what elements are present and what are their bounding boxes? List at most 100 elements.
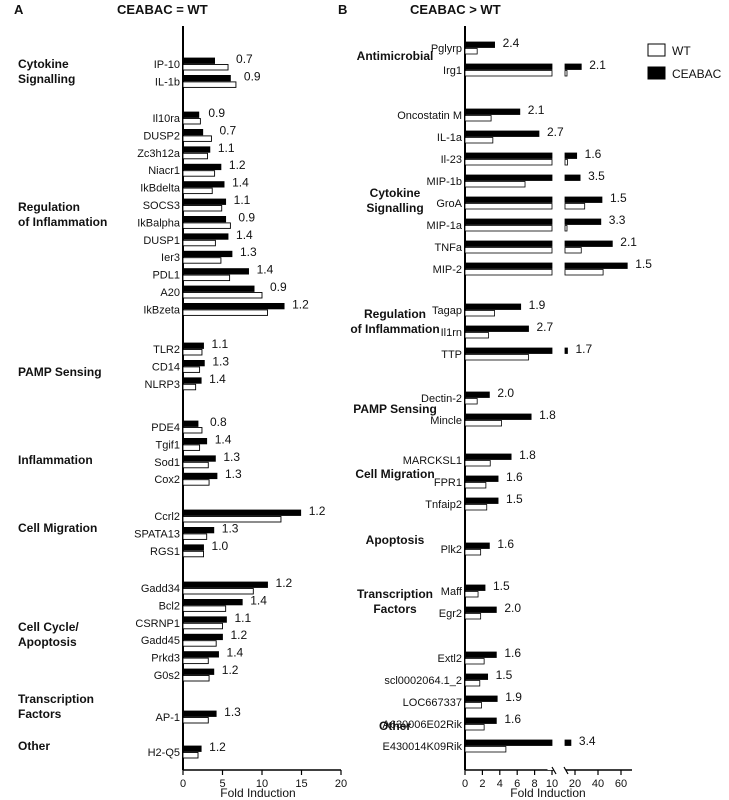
panel-b-title: CEABAC > WT — [410, 2, 501, 17]
bar-wt-csrnp1 — [182, 622, 223, 630]
ratio-label-tlr2: 1.1 — [212, 337, 229, 351]
ratio-label-ttp: 1.7 — [575, 342, 592, 356]
gene-label-maff: Maff — [441, 586, 463, 598]
bar-wt-ier3 — [182, 257, 222, 264]
ratio-label-dectin-2: 2.0 — [497, 386, 514, 400]
bar-ceabac-prkd3 — [182, 651, 219, 658]
gene-label-scl0002064-1-2: scl0002064.1_2 — [384, 675, 462, 687]
gene-label-tgif1: Tgif1 — [156, 439, 180, 451]
bar-ceabac-a20 — [182, 285, 255, 292]
legend-ceabac-swatch — [647, 66, 666, 80]
bar-ceabac-bcl2 — [182, 599, 243, 606]
gene-label-zc3h12a: Zc3h12a — [137, 148, 181, 160]
bar-ceabac-g0s2 — [182, 668, 215, 675]
ratio-label-socs3: 1.1 — [234, 193, 251, 207]
bar-ceabac-rgs1 — [182, 544, 204, 551]
ratio-label-niacr1: 1.2 — [229, 158, 246, 172]
panel-b-group-label-apoptosis: Apoptosis — [366, 533, 425, 547]
ratio-label-il-1a: 2.7 — [547, 125, 564, 139]
gene-label-fpr1: FPR1 — [434, 477, 462, 489]
ratio-label-ccrl2: 1.2 — [309, 504, 326, 518]
bar-ceabac-ikbdelta — [182, 181, 225, 188]
bar-ceabac-loc667337 — [464, 695, 498, 702]
bar-ceabac-socs3 — [182, 198, 227, 205]
gene-label-e430014k09rik: E430014K09Rik — [382, 741, 462, 753]
gene-label-egr2: Egr2 — [439, 608, 462, 620]
bar-ceabac-tlr2 — [182, 342, 204, 349]
ratio-label-g0s2: 1.2 — [222, 663, 239, 677]
bar-wt-egr2 — [464, 613, 482, 620]
panel-b-x-tick-label: 60 — [615, 778, 627, 790]
bar-wt-sod1 — [182, 461, 209, 469]
ratio-label-il10ra: 0.9 — [208, 106, 225, 120]
ratio-label-mip-1a: 3.3 — [609, 213, 626, 227]
bar-wt-mincle — [464, 420, 502, 427]
bar-wt-cd14 — [182, 366, 201, 373]
legend: WT CEABAC — [647, 43, 722, 81]
ratio-label-rgs1: 1.0 — [212, 539, 229, 553]
panel-b-group-label-transcription-factors: Transcription Factors — [357, 587, 433, 616]
gene-label-il-1a: IL-1a — [437, 132, 463, 144]
gene-label-dusp2: DUSP2 — [143, 130, 180, 142]
bar-ceabac-groa — [464, 196, 553, 203]
bar-wt-niacr1 — [182, 170, 216, 177]
bar-ceabac-ikbalpha — [182, 215, 227, 223]
panel-b-x-tick-label: 20 — [569, 778, 581, 790]
bar-wt-prkd3 — [182, 657, 209, 665]
ratio-label-tagap: 1.9 — [529, 298, 546, 312]
panel-b-group-label-cell-migration: Cell Migration — [355, 467, 434, 481]
bar-wt-a20 — [182, 292, 263, 299]
bar-wt-tnfaip2 — [464, 504, 488, 511]
ratio-label-nlrp3: 1.4 — [209, 372, 226, 386]
bar-ceabac-tnfaip2 — [464, 497, 499, 504]
gene-label-h2-q5: H2-Q5 — [148, 747, 180, 759]
bar-wt-maff — [464, 591, 479, 598]
bar-ceabac-il-1a — [464, 130, 540, 137]
gene-label-ier3: Ier3 — [161, 252, 180, 264]
bar-ceabac-mincle — [464, 413, 532, 420]
panel-a-x-tick-label: 5 — [219, 778, 225, 790]
bar-wt-oncostatin-m — [464, 115, 492, 122]
bar-wt-ip-10 — [182, 64, 229, 71]
panel-a-letter: A — [14, 2, 24, 17]
panel-a-group-label-cell-migration: Cell Migration — [18, 521, 97, 535]
bar-ceabac-dusp1 — [182, 233, 229, 240]
gene-label-irg1: Irg1 — [443, 65, 462, 77]
ratio-label-il-1b: 0.9 — [244, 69, 261, 83]
gene-label-plk2: Plk2 — [441, 544, 462, 556]
gene-label-rgs1: RGS1 — [150, 546, 180, 558]
bar-ceabac-il-23-broken-segment — [564, 152, 578, 159]
bar-wt-tlr2 — [182, 349, 203, 356]
gene-label-a20: A20 — [160, 287, 180, 299]
gene-label-il-1b: IL-1b — [155, 76, 180, 88]
ratio-label-extl2: 1.6 — [504, 646, 521, 660]
ratio-label-pdl1: 1.4 — [257, 263, 274, 277]
ratio-label-ier3: 1.3 — [240, 245, 257, 259]
ratio-label-h2-q5: 1.2 — [209, 740, 226, 754]
gene-label-mip-1b: MIP-1b — [427, 176, 462, 188]
panel-b-letter: B — [338, 2, 347, 17]
bar-wt-fpr1 — [464, 482, 487, 489]
bar-ceabac-maff — [464, 584, 486, 591]
bar-ceabac-h2-q5 — [182, 745, 202, 752]
bar-ceabac-ttp — [464, 347, 553, 354]
bar-ceabac-tagap — [464, 303, 522, 310]
gene-label-a630006e02rik: A630006E02Rik — [382, 719, 462, 731]
bar-wt-il1rn — [464, 332, 489, 339]
bar-ceabac-oncostatin-m — [464, 108, 521, 115]
bar-ceabac-zc3h12a — [182, 146, 211, 153]
bar-ceabac-cd14 — [182, 359, 205, 367]
bar-wt-tnfa — [464, 247, 553, 254]
panel-a-x-tick-label: 20 — [335, 778, 347, 790]
bar-wt-mip-1a-broken-segment — [564, 225, 568, 232]
bar-ceabac-irg1-broken-segment — [564, 63, 582, 70]
bar-wt-socs3 — [182, 205, 223, 212]
gene-label-pglyrp: Pglyrp — [431, 43, 462, 55]
bar-ceabac-pde4 — [182, 420, 199, 427]
gene-label-loc667337: LOC667337 — [403, 697, 462, 709]
bar-wt-g0s2 — [182, 675, 210, 682]
bar-ceabac-il1rn — [464, 325, 529, 332]
bar-wt-marcksl1 — [464, 460, 491, 467]
gene-label-ccrl2: Ccrl2 — [154, 511, 180, 523]
